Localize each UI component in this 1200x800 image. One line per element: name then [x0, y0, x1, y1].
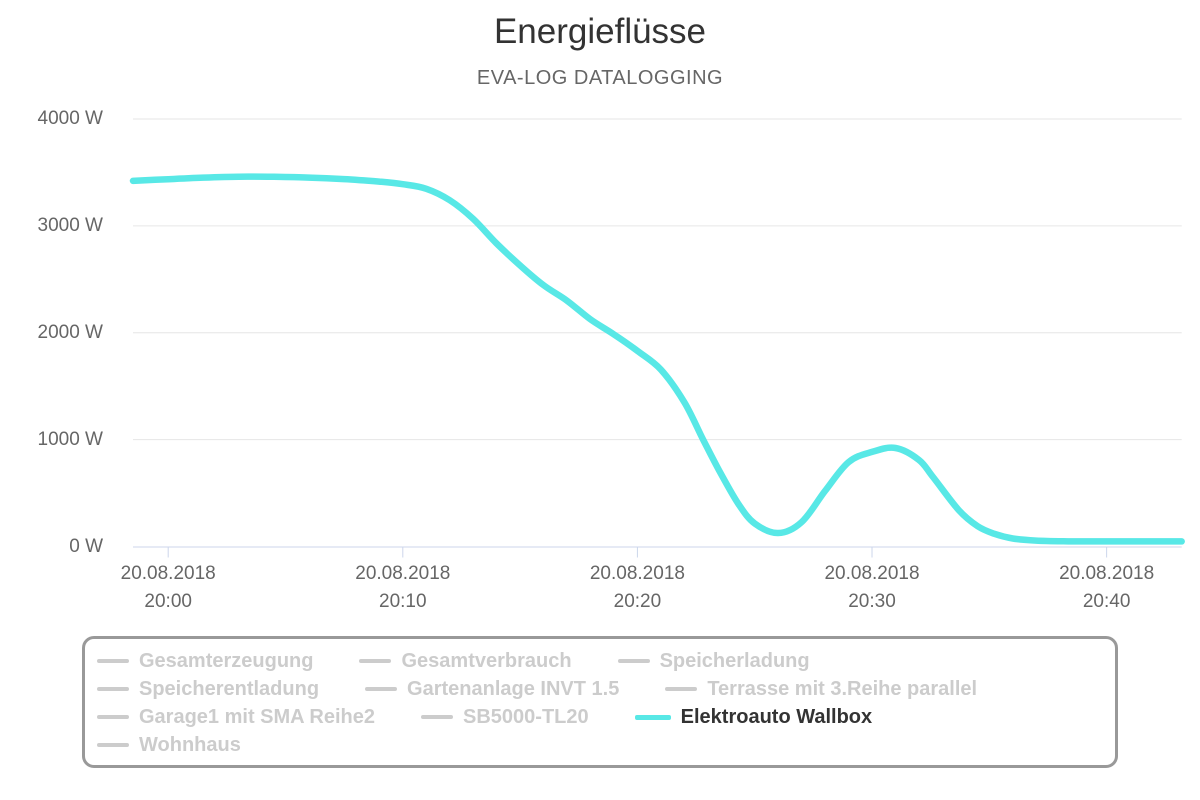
legend-line-swatch [634, 714, 671, 720]
legend-label: Terrasse mit 3.Reihe parallel [707, 677, 978, 700]
legend-label: Elektroauto Wallbox [680, 705, 873, 728]
legend-label: Speicherentladung [139, 677, 320, 700]
legend-box: Gesamterzeugung Gesamtverbrauch Speicherla… [82, 636, 1118, 768]
x-axis-label-time: 20:00 [144, 591, 192, 612]
legend-line-swatch [421, 715, 454, 719]
legend-item-terrasse-mit-3-reihe-parallel[interactable]: Terrasse mit 3.Reihe parallel [665, 678, 977, 701]
legend-item-elektroauto-wallbox[interactable]: Elektroauto Wallbox [634, 705, 873, 729]
legend-label: Garage1 mit SMA Reihe2 [139, 705, 376, 728]
x-axis-label-time: 20:20 [613, 591, 662, 612]
x-axis-label-20-30: 20.08.2018 20:30 [772, 560, 972, 616]
x-axis-label-date: 20.08.2018 [824, 563, 920, 584]
y-axis-label-0w: 0 W [69, 535, 103, 557]
x-axis-label-20-10: 20.08.2018 20:10 [303, 560, 503, 616]
x-axis-label-20-40: 20.08.2018 20:40 [1007, 560, 1200, 616]
y-axis-label-3000w: 3000 W [37, 214, 103, 236]
legend-line-swatch [97, 715, 129, 719]
legend-label: Speicherladung [659, 649, 810, 672]
x-axis-label-time: 20:40 [1082, 591, 1131, 612]
series-line-elektroauto-wallbox [129, 173, 1185, 545]
legend-row-4: Wohnhaus [97, 731, 1103, 759]
legend-item-speicherentladung[interactable]: Speicherentladung [97, 678, 319, 701]
legend-item-gartenanlage-invt-1-5[interactable]: Gartenanlage INVT 1.5 [365, 678, 619, 701]
legend-line-swatch [97, 687, 129, 691]
legend-row-2: Speicherentladung Gartenanlage INVT 1.5 Te… [97, 675, 1103, 703]
legend-item-wohnhaus[interactable]: Wohnhaus [97, 734, 241, 757]
legend-label: Gesamterzeugung [139, 649, 314, 672]
y-axis-label-2000w: 2000 W [37, 321, 103, 343]
legend-label: Gesamtverbrauch [401, 649, 572, 672]
legend-item-garage1-mit-sma-reihe2[interactable]: Garage1 mit SMA Reihe2 [97, 706, 375, 729]
x-axis-label-date: 20.08.2018 [120, 563, 216, 584]
legend-label: SB5000-TL20 [463, 705, 589, 728]
y-axis-label-4000w: 4000 W [37, 108, 103, 129]
legend-item-gesamterzeugung[interactable]: Gesamterzeugung [97, 650, 313, 673]
x-axis-label-date: 20.08.2018 [589, 563, 685, 584]
chart-title: Energieflüsse [493, 12, 707, 51]
legend-line-swatch [97, 659, 129, 663]
legend-row-3: Garage1 mit SMA Reihe2 SB5000-TL20 Elektro… [97, 703, 1103, 731]
plot-area [129, 118, 1185, 558]
x-axis-label-time: 20:10 [379, 591, 427, 612]
legend-line-swatch [359, 659, 392, 663]
legend-row-1: Gesamterzeugung Gesamtverbrauch Speicherla… [97, 647, 1103, 675]
legend-label: Wohnhaus [139, 733, 241, 756]
x-axis-label-date: 20.08.2018 [355, 563, 451, 584]
legend-item-speicherladung[interactable]: Speicherladung [617, 649, 810, 673]
legend-item-gesamtverbrauch[interactable]: Gesamtverbrauch [359, 649, 572, 673]
legend-item-sb5000-tl20[interactable]: SB5000-TL20 [421, 706, 589, 729]
chart-subtitle: EVA-LOG DATALOGGING [476, 67, 724, 89]
x-axis-label-time: 20:30 [848, 591, 896, 612]
legend-label: Gartenanlage INVT 1.5 [407, 677, 620, 700]
x-axis-label-20-00: 20.08.2018 20:00 [68, 560, 268, 616]
x-axis-label-date: 20.08.2018 [1059, 563, 1155, 584]
legend-line-swatch [617, 659, 650, 663]
legend-line-swatch [365, 687, 398, 691]
legend-line-swatch [665, 687, 698, 691]
x-axis-label-20-20: 20.08.2018 20:20 [537, 560, 737, 616]
legend-line-swatch [97, 743, 129, 747]
y-axis-label-1000w: 1000 W [37, 428, 103, 450]
